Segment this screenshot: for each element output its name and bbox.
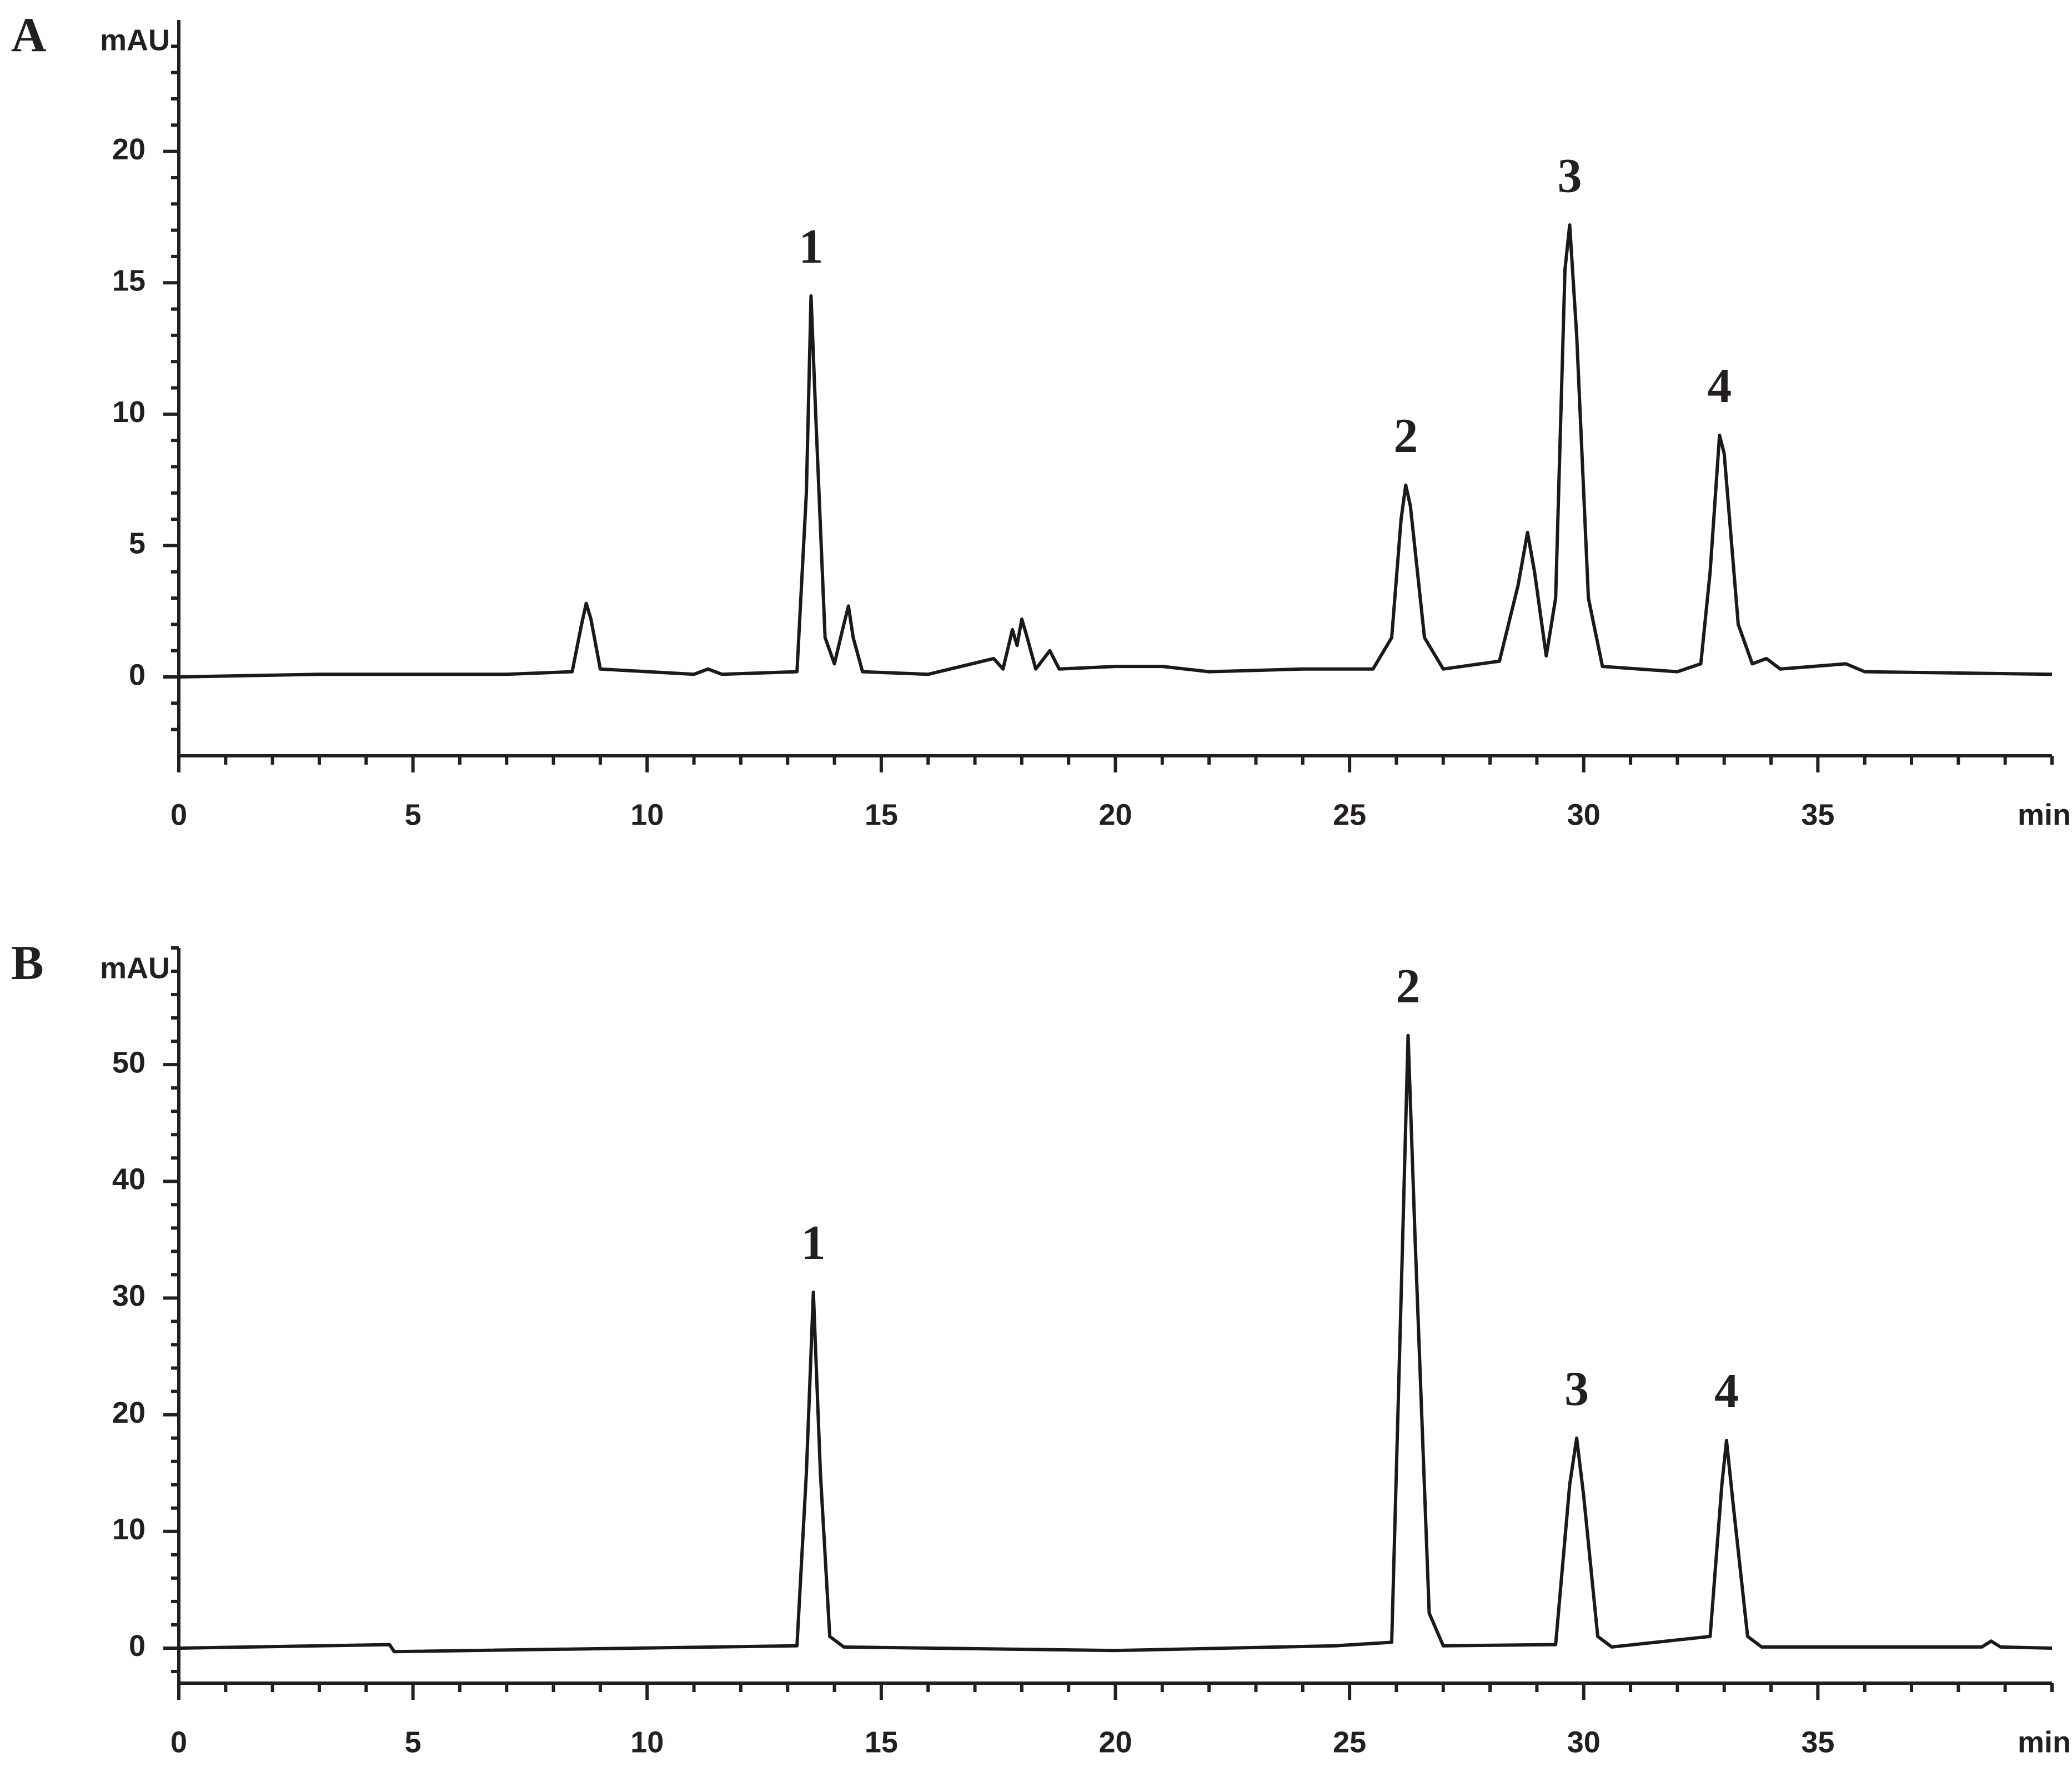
y-tick-label: 0	[129, 1629, 146, 1663]
peak-label: 4	[1707, 359, 1732, 413]
x-tick-label: 35	[1801, 798, 1834, 831]
x-tick-label: 30	[1567, 798, 1601, 831]
y-tick-label: 0	[129, 658, 146, 691]
x-tick-label: 5	[405, 1725, 422, 1759]
peak-label: 4	[1714, 1364, 1739, 1418]
peak-label: 3	[1564, 1362, 1589, 1416]
y-tick-label: 5	[129, 527, 146, 560]
peak-label: 1	[799, 220, 823, 274]
x-tick-label: 25	[1333, 798, 1366, 831]
x-axis-label: min	[2018, 798, 2071, 831]
y-tick-label: 30	[112, 1279, 146, 1313]
x-tick-label: 15	[865, 798, 898, 831]
y-tick-label: 15	[112, 264, 146, 297]
x-tick-label: 0	[170, 798, 187, 831]
peak-label: 2	[1393, 409, 1418, 463]
panel-label: A	[11, 8, 47, 62]
peak-label: 3	[1557, 149, 1582, 203]
x-tick-label: 5	[405, 798, 422, 831]
y-axis-label: mAU	[100, 23, 170, 57]
chromatogram-line	[178, 223, 2053, 679]
x-tick-label: 15	[865, 1725, 898, 1759]
x-tick-label: 25	[1333, 1725, 1366, 1759]
y-tick-label: 20	[112, 1396, 146, 1429]
x-tick-label: 20	[1098, 798, 1132, 831]
chromatogram-line	[178, 1033, 2053, 1654]
peak-label: 1	[801, 1216, 826, 1270]
x-tick-label: 10	[630, 1725, 664, 1759]
peak-label: 2	[1396, 960, 1421, 1013]
x-tick-label: 10	[630, 798, 664, 831]
x-axis-label: min	[2018, 1725, 2071, 1759]
panel-label: B	[11, 936, 44, 990]
y-tick-label: 10	[112, 1513, 146, 1546]
x-tick-label: 20	[1098, 1725, 1132, 1759]
x-tick-label: 30	[1567, 1725, 1601, 1759]
x-tick-label: 0	[170, 1725, 187, 1759]
y-tick-label: 20	[112, 133, 146, 166]
y-tick-label: 50	[112, 1046, 146, 1079]
y-tick-label: 10	[112, 395, 146, 429]
x-tick-label: 35	[1801, 1725, 1834, 1759]
y-axis-label: mAU	[100, 951, 170, 985]
y-tick-label: 40	[112, 1163, 146, 1196]
